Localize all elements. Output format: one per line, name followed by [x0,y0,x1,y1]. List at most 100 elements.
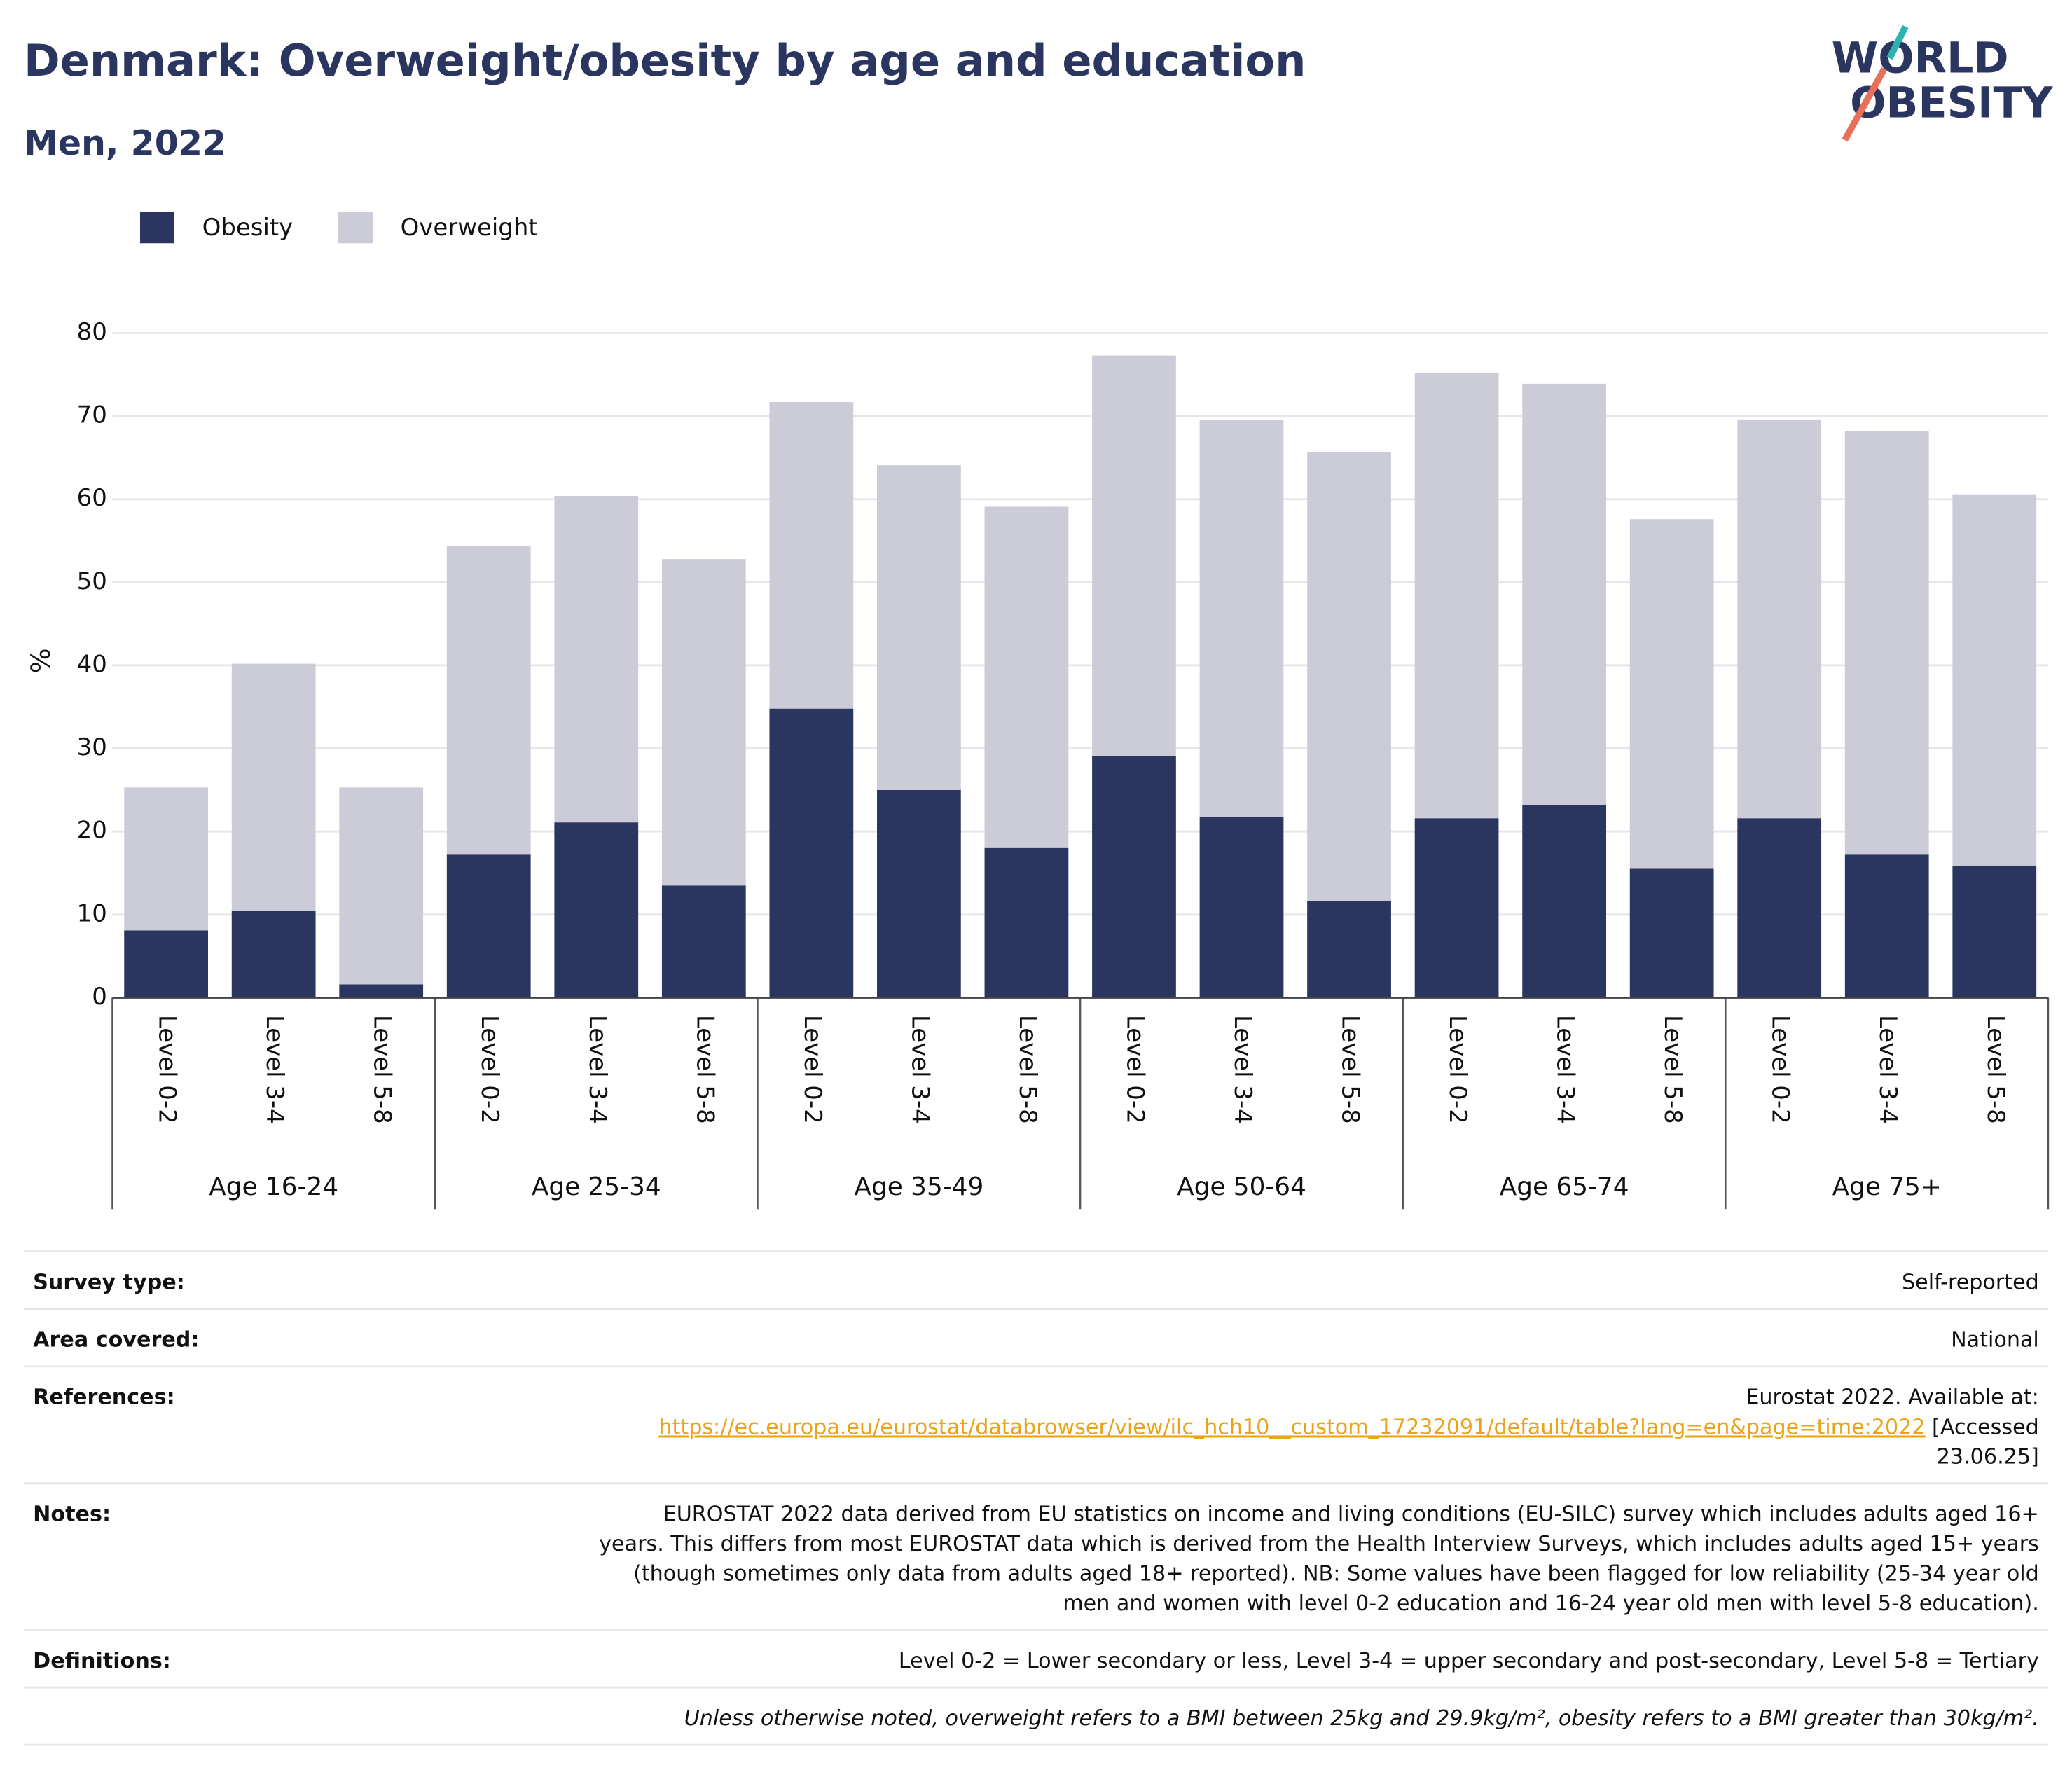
row-value: 23.06.25] [1937,1444,2039,1469]
bar-segment [1737,818,1822,998]
row-label: Survey type: [33,1270,185,1294]
bar-segment [769,708,854,998]
x-tick-label: Level 5-8 [1659,1015,1687,1124]
x-tick-label: Level 0-2 [1767,1015,1795,1124]
x-tick-label: Level 0-2 [1121,1015,1149,1124]
group-label: Age 75+ [1832,1173,1942,1201]
logo-slash [1842,67,1888,142]
group-label: Age 25-34 [532,1173,661,1201]
bar-segment [1307,901,1391,998]
logo-slash [1886,25,1909,60]
x-tick-label: Level 5-8 [1337,1015,1365,1124]
bar-segment [124,787,208,931]
y-tick-label: 30 [77,733,107,761]
row-value: Unless otherwise noted, overweight refer… [684,1706,2039,1731]
bar-segment [1952,494,2037,866]
row-value: https://ec.europa.eu/eurostat/databrowse… [658,1415,2038,1439]
row-value: (though sometimes only data from adults … [633,1561,2039,1586]
bar-segment [339,787,424,985]
bar-segment [984,506,1069,848]
bar-segment [1199,420,1284,817]
row-value: National [1951,1327,2039,1352]
x-tick-label: Level 3-4 [1229,1015,1257,1124]
bar-segment [1844,431,1929,855]
bar-segment [446,854,531,998]
row-value: men and women with level 0-2 education a… [1063,1591,2039,1616]
bar-segment [554,495,639,823]
chart-subtitle: Men, 2022 [24,123,226,163]
bar-segment [1629,519,1714,869]
x-tick-label: Level 3-4 [906,1015,934,1124]
y-tick-label: 10 [77,899,107,927]
y-tick-label: 60 [77,484,107,512]
bar-segment [1844,854,1929,998]
x-tick-label: Level 5-8 [691,1015,719,1124]
y-tick-label: 20 [77,817,107,845]
bar-segment [339,984,424,998]
x-tick-label: Level 3-4 [261,1015,289,1124]
y-tick-label: 0 [92,983,107,1011]
group-label: Age 65-74 [1500,1173,1629,1201]
x-tick-label: Level 0-2 [1444,1015,1472,1124]
row-value: EUROSTAT 2022 data derived from EU stati… [663,1502,2039,1526]
bar-segment [877,465,961,790]
y-tick-label: 40 [77,650,107,678]
bar-segment [661,885,746,998]
x-tick-label: Level 5-8 [1014,1015,1042,1124]
bar-segment [1414,818,1499,998]
bar-segment [1092,756,1176,998]
chart-title: Denmark: Overweight/obesity by age and e… [24,35,1306,86]
bar-segment [446,546,531,855]
bar-segment [769,401,854,709]
bar-segment [1737,419,1822,819]
bar-segment [124,930,208,998]
row-value: [Accessed [1932,1415,2039,1439]
y-tick-label: 50 [77,567,107,595]
x-tick-label: Level 0-2 [476,1015,504,1124]
bar-segment [554,822,639,998]
group-label: Age 35-49 [854,1173,983,1201]
bar-segment [877,789,961,998]
bar-segment [1414,373,1499,819]
x-tick-label: Level 3-4 [1552,1015,1580,1124]
row-value: Self-reported [1902,1270,2039,1294]
legend-swatch [139,211,175,244]
x-tick-label: Level 5-8 [1982,1015,2010,1124]
y-tick-label: 80 [77,318,107,346]
row-label: Definitions: [33,1649,171,1673]
row-value: years. This differs from most EUROSTAT d… [599,1532,2039,1556]
bar-segment [1629,868,1714,998]
x-tick-label: Level 3-4 [1874,1015,1902,1124]
bar-segment [1092,355,1176,756]
y-axis-label: % [25,648,56,673]
row-label: Area covered: [33,1327,199,1352]
legend-label: Obesity [202,214,293,242]
x-tick-label: Level 5-8 [368,1015,396,1124]
legend-swatch [338,211,373,244]
group-label: Age 50-64 [1177,1173,1306,1201]
bar-segment [231,910,316,998]
bar-segment [1307,452,1391,901]
bar-segment [1199,816,1284,998]
x-tick-label: Level 3-4 [583,1015,612,1124]
group-label: Age 16-24 [209,1173,338,1201]
row-label: References: [33,1385,174,1410]
bar-segment [1522,805,1606,998]
row-value: Eurostat 2022. Available at: [1746,1385,2038,1410]
logo-text: WORLD [1832,34,2009,83]
bar-segment [984,847,1069,998]
x-tick-label: Level 0-2 [153,1015,181,1124]
bar-segment [661,559,746,886]
y-tick-label: 70 [77,401,107,429]
bar-segment [231,663,316,911]
x-tick-label: Level 0-2 [799,1015,827,1124]
bar-segment [1522,383,1606,805]
logo-text: OBESITY [1850,79,2054,128]
legend-label: Overweight [401,214,538,242]
row-value: Level 0-2 = Lower secondary or less, Lev… [899,1649,2039,1673]
reference-link[interactable]: https://ec.europa.eu/eurostat/databrowse… [658,1415,1925,1439]
bar-segment [1952,865,2037,998]
row-label: Notes: [33,1502,111,1526]
